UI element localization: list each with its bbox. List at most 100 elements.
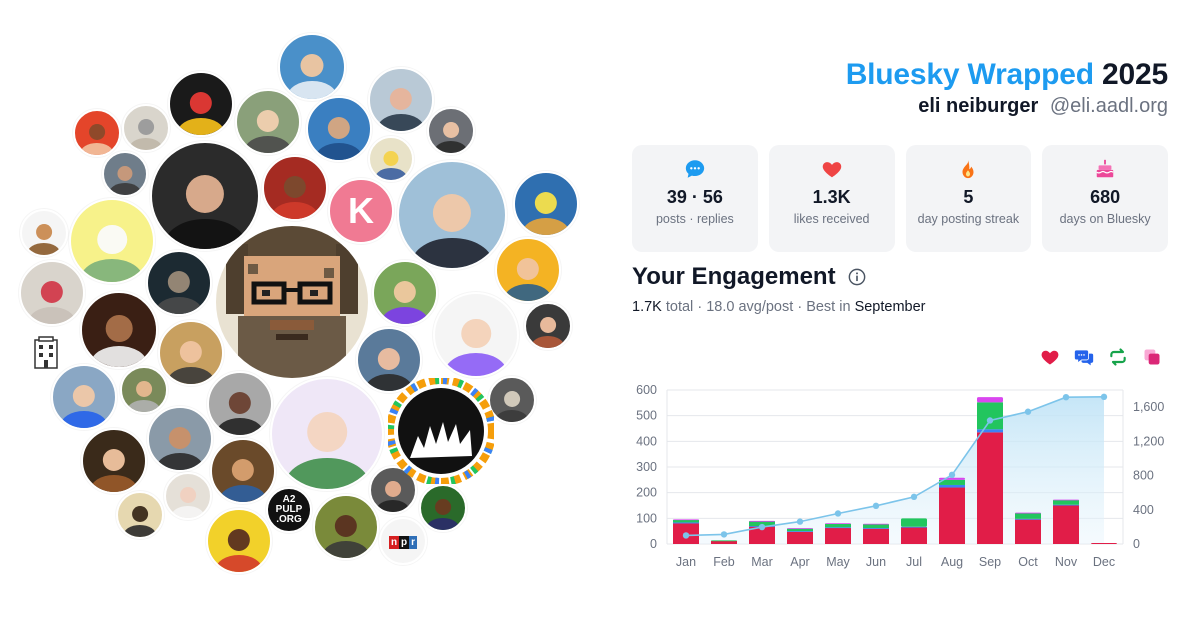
follower-avatar <box>278 33 346 101</box>
follower-avatar <box>116 491 164 539</box>
follower-avatar <box>73 109 121 157</box>
bar-reposts <box>863 524 889 529</box>
follower-avatar <box>495 237 561 303</box>
stat-card-posts: 39 · 56 posts · replies <box>632 145 758 252</box>
x-tick-label: Oct <box>1018 555 1038 569</box>
stat-label: days on Bluesky <box>1059 212 1151 226</box>
bar-quotes <box>787 528 813 529</box>
bar-replies <box>977 429 1003 433</box>
follower-avatar <box>210 438 276 504</box>
x-tick-label: Apr <box>790 555 809 569</box>
follower-avatar <box>51 364 117 430</box>
cumulative-line <box>682 393 1108 539</box>
engagement-avg: 18.0 avg/post <box>706 299 794 315</box>
bar-quotes <box>673 519 699 521</box>
bar-reposts <box>711 540 737 542</box>
bar-reposts <box>1053 500 1079 505</box>
x-tick-label: May <box>826 555 850 569</box>
follower-avatar <box>206 508 272 574</box>
follower-avatar <box>102 151 148 197</box>
follower-avatar <box>20 209 68 257</box>
stat-label: posts · replies <box>655 212 734 226</box>
stat-value: 5 <box>963 187 974 207</box>
follower-avatar <box>397 160 507 270</box>
stat-label: likes received <box>793 212 870 226</box>
engagement-best-month: September <box>854 299 926 315</box>
bar-replies <box>825 527 851 529</box>
follower-avatar <box>524 302 572 350</box>
stat-card-streak: 5 day posting streak <box>905 145 1032 252</box>
sunburst-avatar <box>388 378 494 484</box>
follower-avatar <box>147 406 213 472</box>
y2-tick-label: 800 <box>1133 469 1154 483</box>
bar-replies <box>939 484 965 488</box>
cumulative-point <box>1062 393 1070 401</box>
follower-avatar <box>513 171 579 237</box>
chart-axes: 0 100 200 300 400 500 600 0 400 800 1,200 1,600 Jan F… <box>636 383 1164 569</box>
x-tick-label: Aug <box>941 555 963 569</box>
cake-icon <box>1096 159 1114 178</box>
follower-avatar: K <box>328 178 394 244</box>
y-tick-label: 300 <box>636 460 657 474</box>
cumulative-line-path <box>685 396 1105 537</box>
page-title: Bluesky Wrapped 2025 <box>846 58 1168 92</box>
follower-avatar <box>306 96 372 162</box>
engagement-best-prefix: Best in <box>806 299 851 315</box>
bar-quotes <box>825 523 851 525</box>
bar-replies <box>1053 504 1079 506</box>
bar-reposts <box>1015 513 1041 519</box>
brand-title: Bluesky Wrapped <box>845 58 1094 91</box>
cumulative-point <box>986 417 994 424</box>
bar-likes <box>1015 519 1041 544</box>
engagement-total: 1.7K <box>632 299 662 315</box>
x-tick-label: Feb <box>713 555 735 569</box>
avatar-letter: K <box>348 190 374 231</box>
reply-icon[interactable] <box>1074 347 1094 367</box>
follower-avatar <box>419 484 467 532</box>
engagement-heading: Your Engagement <box>632 263 866 291</box>
x-tick-label: Sep <box>979 555 1001 569</box>
bar-series <box>673 397 1117 544</box>
cumulative-point <box>758 523 766 531</box>
bar-likes <box>1053 505 1079 544</box>
bar-replies <box>787 531 813 532</box>
bar-reposts <box>749 521 775 527</box>
x-tick-label: Nov <box>1055 555 1078 569</box>
y-tick-label: 200 <box>636 486 657 500</box>
bar-likes <box>1091 542 1117 544</box>
separator: · <box>797 299 803 315</box>
bar-likes <box>977 432 1003 544</box>
bar-quotes <box>1015 512 1041 514</box>
bar-quotes <box>977 397 1003 403</box>
heart-icon <box>822 162 841 178</box>
cumulative-point <box>948 471 956 479</box>
engagement-title: Your Engagement <box>632 263 836 290</box>
follower-avatar <box>262 155 328 221</box>
follower-avatar <box>164 472 212 520</box>
user-line: eli neiburger @eli.aadl.org <box>918 95 1168 118</box>
y2-tick-label: 0 <box>1133 537 1140 551</box>
chat-bubble-icon <box>685 160 705 178</box>
repost-icon[interactable] <box>1108 347 1128 367</box>
bar-reposts <box>977 402 1003 430</box>
cumulative-point <box>1024 408 1032 415</box>
info-icon[interactable] <box>848 268 866 286</box>
follower-avatar <box>369 466 417 514</box>
follower-avatar <box>122 104 170 152</box>
bar-quotes <box>1053 499 1079 501</box>
bar-reposts <box>673 519 699 523</box>
follower-avatar <box>313 494 379 560</box>
bar-likes <box>825 527 851 544</box>
cumulative-point <box>796 518 804 525</box>
y2-tick-label: 1,600 <box>1133 400 1164 414</box>
cumulative-point <box>910 493 918 501</box>
follower-avatar <box>80 291 158 369</box>
flame-icon <box>962 159 974 179</box>
bar-likes <box>901 527 927 544</box>
bar-likes <box>749 526 775 544</box>
heart-icon[interactable] <box>1040 347 1060 367</box>
y2-tick-label: 1,200 <box>1133 434 1164 448</box>
bar-likes <box>863 528 889 544</box>
quote-icon[interactable] <box>1142 347 1162 367</box>
